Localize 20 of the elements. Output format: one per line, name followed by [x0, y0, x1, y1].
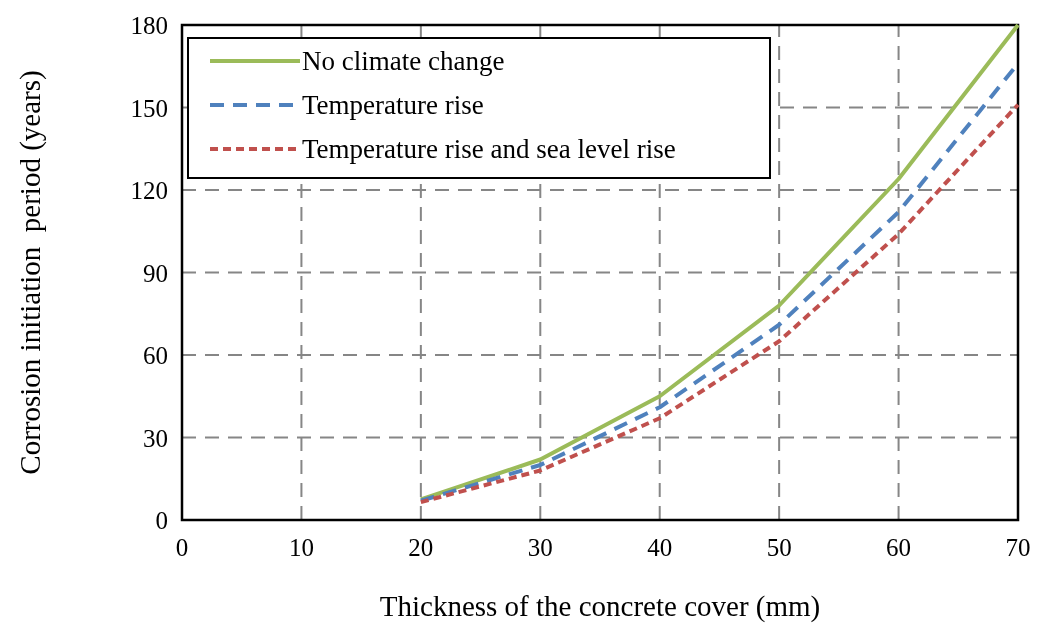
x-tick-label: 40 [647, 534, 673, 561]
x-tick-label: 10 [288, 534, 314, 561]
y-tick-label: 120 [130, 177, 168, 204]
x-tick-label: 60 [886, 534, 912, 561]
x-axis-title: Thickness of the concrete cover (mm) [379, 590, 821, 623]
y-axis-title: Corrosion initiation period (years) [14, 70, 47, 475]
legend-label: No climate change [302, 46, 505, 76]
legend-label: Temperature rise [302, 90, 484, 120]
y-tick-label: 90 [143, 259, 168, 287]
x-tick-label: 70 [1005, 534, 1031, 561]
x-tick-label: 0 [175, 534, 189, 561]
y-tick-label: 0 [155, 507, 168, 534]
x-tick-label: 20 [408, 534, 434, 561]
y-tick-label: 60 [143, 342, 168, 369]
x-tick-label: 50 [766, 534, 792, 561]
y-tick-label: 150 [130, 94, 168, 122]
y-tick-label: 180 [130, 12, 168, 39]
legend-label: Temperature rise and sea level rise [302, 134, 676, 164]
y-tick-label: 30 [143, 424, 168, 452]
x-tick-label: 30 [527, 534, 553, 561]
